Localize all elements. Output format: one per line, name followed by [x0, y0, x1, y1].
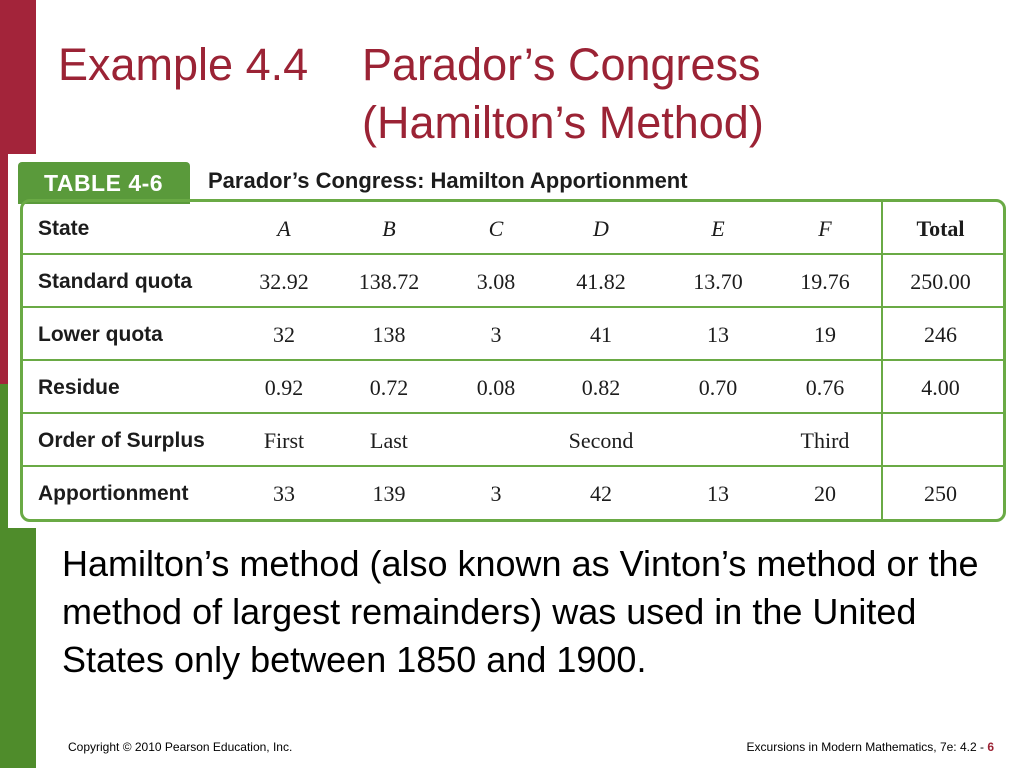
table-cell: 41.82	[576, 269, 626, 294]
table-cell-total	[893, 414, 988, 467]
body-paragraph: Hamilton’s method (also known as Vinton’…	[62, 543, 979, 680]
footer-source-text: Excursions in Modern Mathematics, 7e: 4.…	[746, 740, 988, 754]
header-cell-total: Total	[916, 216, 965, 241]
table-cell: Second	[568, 428, 634, 453]
footer-source: Excursions in Modern Mathematics, 7e: 4.…	[747, 740, 994, 754]
header-cell-d: D	[593, 216, 609, 241]
table-cell: 32.92	[259, 269, 309, 294]
table-row: Standard quota 32.92 138.72 3.08 41.82 1…	[23, 255, 1003, 308]
row-label: Order of Surplus	[38, 429, 205, 452]
table-cell: 3	[490, 481, 502, 506]
table-cell: 138.72	[358, 269, 420, 294]
apportionment-table: State A B C D E F Total Standard quota 3…	[20, 199, 1006, 522]
table-cell: 139	[372, 481, 406, 506]
header-cell-a: A	[277, 216, 291, 241]
table-cell: First	[263, 428, 305, 453]
table-cell	[451, 414, 541, 467]
table-cell: 0.82	[581, 375, 621, 400]
table-row: Apportionment 33 139 3 42 13 20 250	[23, 467, 1003, 519]
header-cell-c: C	[488, 216, 504, 241]
table-cell: 32	[273, 322, 295, 347]
table-cell: 138	[372, 322, 406, 347]
row-label: Residue	[38, 376, 120, 399]
row-divider	[23, 253, 1003, 255]
table-cell: 13	[707, 481, 729, 506]
table-cell: 13.70	[693, 269, 743, 294]
header-cell-state: State	[38, 217, 90, 240]
header-cell-e: E	[711, 216, 725, 241]
table-header-row: State A B C D E F Total	[23, 202, 1003, 255]
row-label: Standard quota	[38, 270, 193, 293]
table-cell: 0.72	[369, 375, 409, 400]
table-cell: 0.76	[805, 375, 845, 400]
table-cell-total: 4.00	[921, 375, 960, 400]
footer-copyright: Copyright © 2010 Pearson Education, Inc.	[68, 740, 293, 754]
table-row: Lower quota 32 138 3 41 13 19 246	[23, 308, 1003, 361]
table-cell: 19.76	[800, 269, 850, 294]
header-cell-b: B	[382, 216, 396, 241]
table-caption: Parador’s Congress: Hamilton Apportionme…	[208, 168, 688, 193]
table-cell: 0.92	[264, 375, 304, 400]
title-example-number: Example 4.4	[58, 39, 309, 90]
table-cell: 41	[590, 322, 612, 347]
page-number: 6	[987, 740, 994, 754]
row-label: Apportionment	[38, 482, 189, 505]
row-divider	[23, 465, 1003, 467]
table-cell: 13	[707, 322, 729, 347]
row-label: Lower quota	[38, 323, 163, 346]
table-cell-total: 250.00	[910, 269, 971, 294]
table-cell: Third	[800, 428, 850, 453]
table-number-tag: TABLE 4-6	[18, 162, 190, 204]
table-cell: 3.08	[476, 269, 516, 294]
table-cell: 20	[814, 481, 836, 506]
table-cell: 0.08	[476, 375, 516, 400]
title-line-1: Parador’s Congress	[362, 39, 761, 90]
table-cell-total: 246	[924, 322, 957, 347]
title-line-2: (Hamilton’s Method)	[362, 97, 764, 148]
row-divider	[23, 359, 1003, 361]
header-cell-f: F	[818, 216, 832, 241]
table-cell: 19	[814, 322, 836, 347]
table-cell	[673, 414, 763, 467]
table-cell: 0.70	[698, 375, 738, 400]
table-row: Residue 0.92 0.72 0.08 0.82 0.70 0.76 4.…	[23, 361, 1003, 414]
table-cell-total: 250	[924, 481, 957, 506]
table-cell: 42	[590, 481, 612, 506]
row-divider	[23, 412, 1003, 414]
row-divider	[23, 306, 1003, 308]
table-row: Order of Surplus First Last Second Third	[23, 414, 1003, 467]
table-cell: Last	[370, 428, 408, 453]
table-cell: 33	[273, 481, 295, 506]
table-cell: 3	[490, 322, 502, 347]
